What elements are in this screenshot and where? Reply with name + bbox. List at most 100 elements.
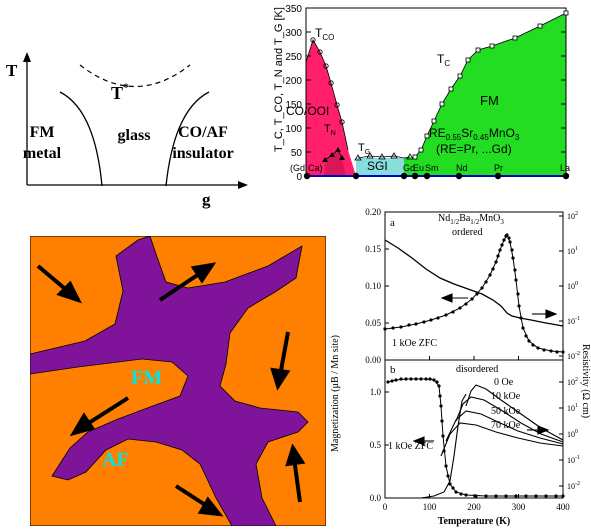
schematic-right-boundary (165, 91, 210, 187)
spin-arrow-icon (158, 262, 217, 302)
magnetization-point (440, 419, 444, 423)
tco-label: TCO (315, 26, 334, 42)
y-tick-label: 0.10 (365, 281, 381, 291)
tco-point (328, 80, 334, 86)
tc-point (439, 101, 445, 107)
magnetization-point (394, 378, 398, 382)
x-tick-label: Eu (413, 163, 424, 173)
magnetization-point (429, 318, 433, 322)
tn-point (329, 152, 335, 157)
panel-b-zfc-label: 1 kOe ZFC (388, 441, 433, 452)
right-arrow-icon (532, 309, 558, 319)
schematic-metal-label: metal (23, 145, 62, 162)
schematic-tstar-line (79, 64, 191, 88)
domain-af-label: AF (102, 449, 129, 471)
panel-b-field-0: 0 Oe (494, 377, 514, 388)
schematic-insulator-label: insulator (172, 145, 233, 162)
spin-arrows (36, 262, 306, 517)
tn-region (324, 150, 346, 176)
y-tick-label: 350 (285, 4, 302, 15)
magnetization-point (521, 326, 525, 330)
right-arrow-icon (527, 425, 550, 435)
tg-point (378, 153, 386, 160)
tco-point (339, 119, 345, 125)
magnetization-point (407, 323, 411, 327)
magnetization-point (500, 243, 504, 247)
magnetization-point (513, 268, 517, 272)
tc-point (537, 23, 543, 29)
tn-points (322, 147, 345, 162)
tn-label: TN (324, 123, 336, 137)
magnetization-point (516, 292, 520, 296)
schematic-fm-label: FM (30, 124, 55, 141)
magnetization-point (419, 377, 423, 381)
spin-arrow-icon (285, 443, 306, 503)
nd-ticks: 0 100 200 300 400 0.00 0.05 0.10 0.15 0.20 0.0 0.5 1… (365, 207, 580, 512)
panel-b-field-1: 10 kOe (491, 391, 521, 402)
log-tick-label: 10-2 (567, 481, 580, 491)
composition-marker (455, 172, 463, 180)
formula-label: RE0.55Sr0.45MnO3 (429, 126, 520, 142)
panel-a-magnetization-points (383, 233, 565, 354)
magnetization-point (505, 233, 509, 237)
tn-curve (324, 149, 343, 161)
nd-ba-mno3-plot: 0 100 200 300 400 0.00 0.05 0.10 0.15 0.20 0.0 0.5 1… (330, 207, 591, 527)
log-tick-label: 101 (567, 246, 578, 256)
tg-point (406, 153, 414, 160)
panel-b-arrows (412, 425, 550, 446)
tc-point (465, 57, 471, 63)
magnetization-point (510, 248, 514, 252)
spin-arrow-icon (36, 264, 82, 304)
composition-markers (303, 172, 570, 180)
magnetization-point (511, 256, 515, 260)
y-tick-label: 0.00 (365, 355, 381, 365)
magnetization-point (454, 490, 458, 494)
x-tick-label: 100 (423, 502, 437, 512)
nd-right-y-label: Resistivity (Ω cm) (580, 344, 591, 418)
magnetization-point (508, 240, 512, 244)
schematic-x-label: g (202, 190, 211, 209)
panel-a-magnetization-curve (384, 233, 564, 353)
magnetization-point (438, 394, 442, 398)
co-ooi-label: CO/OOI (286, 104, 329, 118)
y-tick-label: 0.15 (365, 244, 381, 254)
y-tick-label: 300 (285, 28, 302, 39)
magnetization-point (519, 316, 523, 320)
x-tick-label: Gd (403, 163, 415, 173)
fm-region-label: FM (480, 93, 499, 108)
panel-b-frame (384, 359, 564, 499)
af-domain (30, 236, 309, 526)
y-tick-label: 150 (285, 100, 302, 111)
magnetization-point (536, 346, 540, 350)
magnetization-point (464, 493, 468, 497)
magnetization-point (494, 260, 498, 264)
magnetization-point (446, 474, 450, 478)
magnetization-point (390, 379, 394, 383)
phase-diagram-y-label: T_C, T_CO, T_N and T_G [K] (273, 7, 285, 152)
tco-point (323, 63, 329, 69)
magnetization-point (527, 339, 531, 343)
composition-marker (352, 172, 360, 180)
log-tick-label: 100 (567, 429, 578, 439)
sgi-label: SGI (367, 159, 388, 173)
magnetization-point (436, 316, 440, 320)
magnetization-point (496, 254, 500, 258)
panel-b-steep-curve (420, 393, 467, 499)
x-tick-label: 400 (556, 502, 570, 512)
tc-point (424, 133, 430, 139)
magnetization-point (504, 494, 508, 498)
tg-points (354, 152, 414, 161)
tco-point (334, 102, 340, 108)
left-arrow-icon (440, 293, 468, 303)
tc-point (431, 118, 437, 124)
tc-label: TC (437, 52, 450, 68)
tc-points (412, 10, 569, 160)
magnetization-point (414, 377, 418, 381)
schematic-left-boundary (59, 91, 103, 187)
tg-point (366, 152, 374, 159)
y-tick-label: 0.05 (365, 318, 381, 328)
panel-a-arrows (440, 293, 558, 319)
magnetization-point (544, 494, 548, 498)
magnetization-point (502, 238, 506, 242)
